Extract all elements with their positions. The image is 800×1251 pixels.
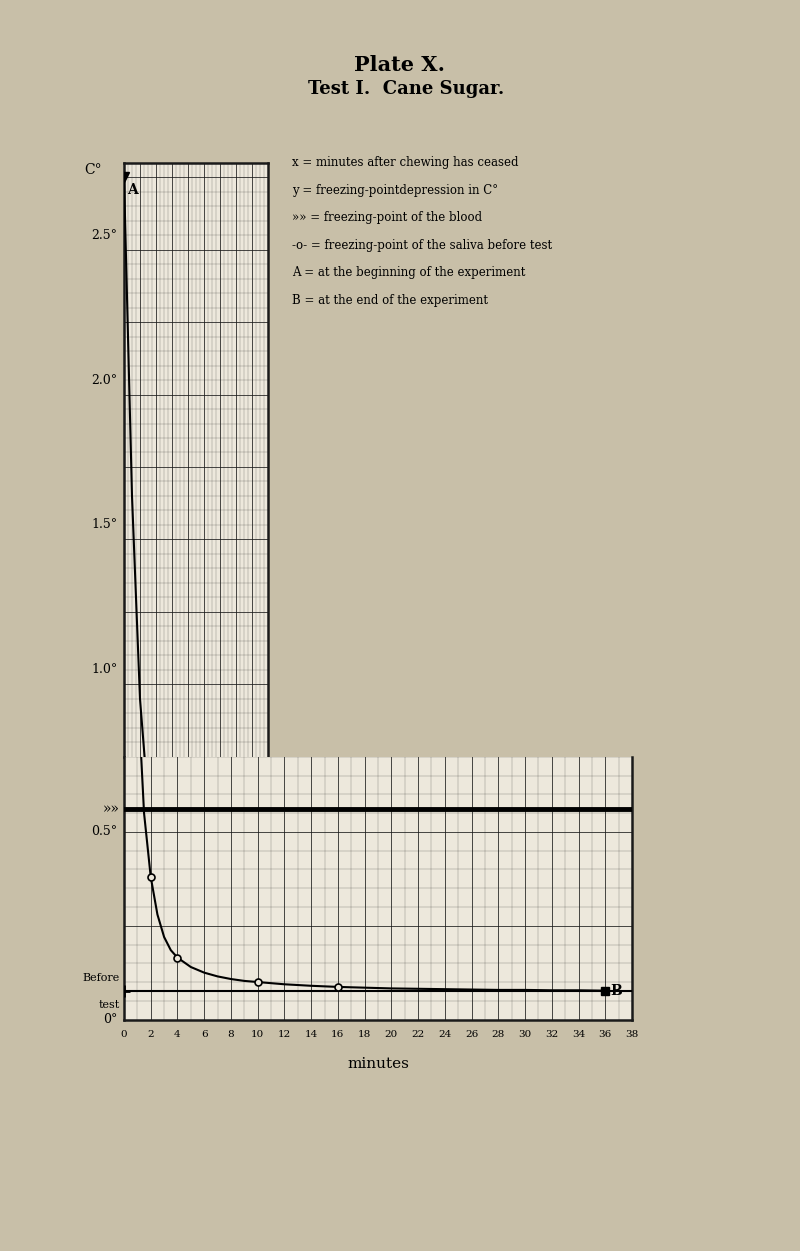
Text: 14: 14 <box>305 1030 318 1038</box>
Text: 28: 28 <box>492 1030 505 1038</box>
Text: -o- = freezing-point of the saliva before test: -o- = freezing-point of the saliva befor… <box>292 239 552 251</box>
Text: 18: 18 <box>358 1030 371 1038</box>
Text: 20: 20 <box>385 1030 398 1038</box>
Text: 16: 16 <box>331 1030 345 1038</box>
Text: A = at the beginning of the experiment: A = at the beginning of the experiment <box>292 266 526 279</box>
Text: A: A <box>127 183 138 196</box>
Text: test: test <box>98 1001 120 1010</box>
Text: 2.0°: 2.0° <box>91 374 118 387</box>
Text: 0.5°: 0.5° <box>91 826 118 838</box>
Text: minutes: minutes <box>347 1057 409 1071</box>
Text: 38: 38 <box>626 1030 638 1038</box>
Text: 0: 0 <box>121 1030 127 1038</box>
Text: x = minutes after chewing has ceased: x = minutes after chewing has ceased <box>292 156 518 169</box>
Text: 22: 22 <box>411 1030 425 1038</box>
Text: C°: C° <box>84 163 102 176</box>
Text: Plate X.: Plate X. <box>354 55 446 75</box>
Text: B = at the end of the experiment: B = at the end of the experiment <box>292 294 488 306</box>
Text: 26: 26 <box>465 1030 478 1038</box>
Text: »» = freezing-point of the blood: »» = freezing-point of the blood <box>292 211 482 224</box>
Text: 24: 24 <box>438 1030 451 1038</box>
Text: 12: 12 <box>278 1030 291 1038</box>
Text: 32: 32 <box>545 1030 558 1038</box>
Text: 2.5°: 2.5° <box>91 229 118 241</box>
Text: 2: 2 <box>147 1030 154 1038</box>
Text: 36: 36 <box>598 1030 612 1038</box>
Text: 8: 8 <box>228 1030 234 1038</box>
Text: Before: Before <box>82 973 120 983</box>
Text: »»: »» <box>103 802 120 817</box>
Text: 1.0°: 1.0° <box>91 663 118 677</box>
Text: 0°: 0° <box>103 1013 118 1026</box>
Text: B: B <box>610 985 622 998</box>
Text: Test I.  Cane Sugar.: Test I. Cane Sugar. <box>308 80 504 98</box>
Text: 34: 34 <box>572 1030 585 1038</box>
Text: 4: 4 <box>174 1030 181 1038</box>
Text: 1.5°: 1.5° <box>91 518 118 532</box>
Text: 10: 10 <box>251 1030 264 1038</box>
Text: 30: 30 <box>518 1030 532 1038</box>
Text: 6: 6 <box>201 1030 207 1038</box>
Text: y = freezing-pointdepression in C°: y = freezing-pointdepression in C° <box>292 184 498 196</box>
